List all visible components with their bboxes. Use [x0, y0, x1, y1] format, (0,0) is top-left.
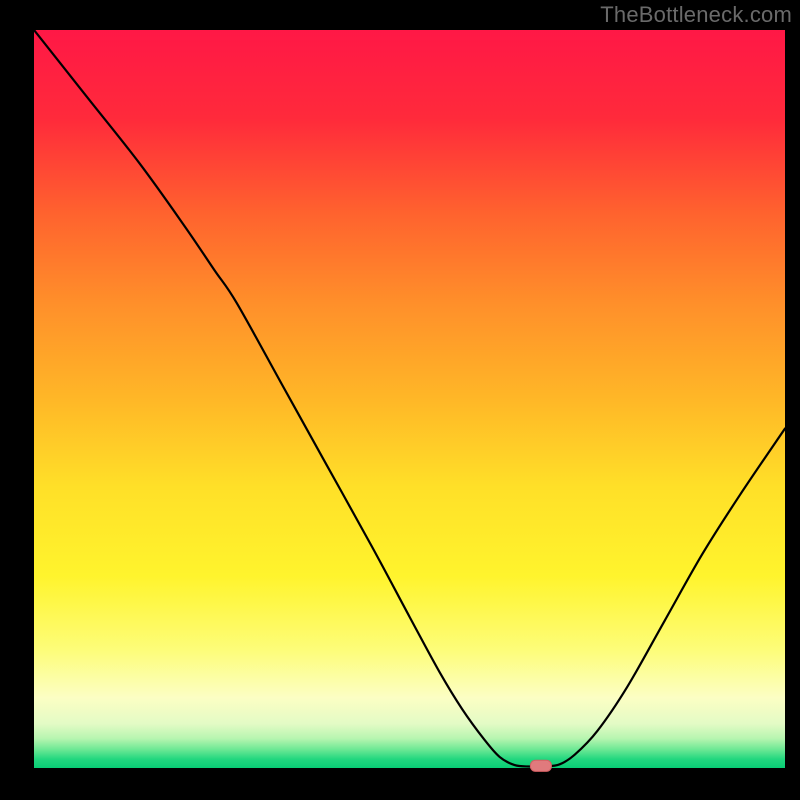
- plot-gradient-background: [34, 30, 785, 768]
- watermark-text: TheBottleneck.com: [600, 2, 792, 28]
- optimum-marker: [530, 760, 551, 771]
- bottleneck-chart: [0, 0, 800, 800]
- chart-frame: TheBottleneck.com: [0, 0, 800, 800]
